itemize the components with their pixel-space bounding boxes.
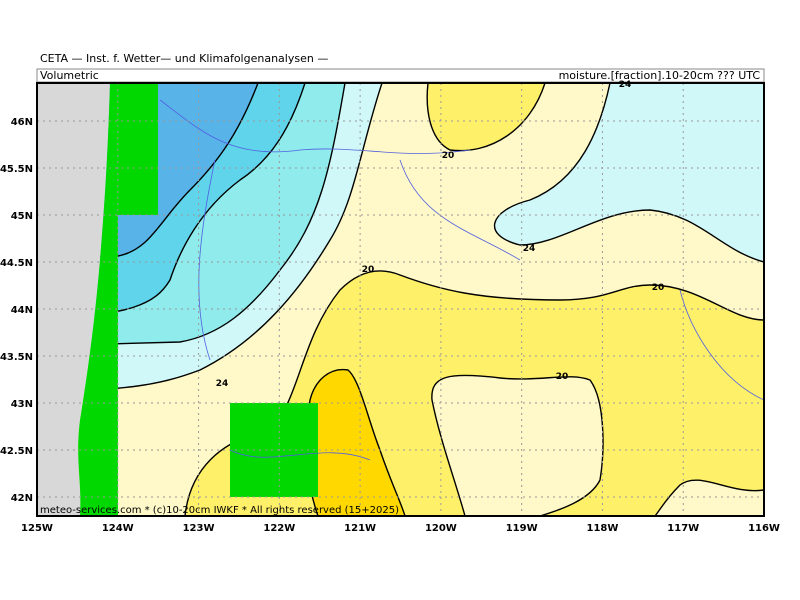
contour-label: 20 — [652, 283, 665, 293]
coast-strip — [78, 83, 118, 516]
ocean-mask — [37, 83, 110, 516]
contour-label: 24 — [216, 379, 229, 389]
map-frame — [36, 82, 765, 517]
lat-label: 42.5N — [0, 446, 33, 457]
river — [159, 99, 764, 461]
contour-label: 20 — [556, 372, 569, 382]
lat-label: 43.5N — [0, 352, 33, 363]
lat-label: 45.5N — [0, 164, 33, 175]
title: CETA — Inst. f. Wetter— und Klimafolgena… — [40, 52, 328, 65]
contour-label: 20 — [442, 151, 455, 161]
footer: meteo-services.com * (c)10-20cm IWKF * A… — [40, 505, 399, 516]
lat-label: 44N — [11, 305, 33, 316]
lon-label: 125W — [21, 523, 53, 534]
mask-block — [230, 403, 318, 497]
lon-label: 124W — [102, 523, 134, 534]
lat-label: 44.5N — [0, 258, 33, 269]
field-pale-inner — [431, 374, 604, 516]
mask-block — [118, 83, 158, 215]
lon-label: 122W — [263, 523, 295, 534]
lat-label: 42N — [11, 493, 33, 504]
lon-label: 119W — [506, 523, 538, 534]
lat-label: 45N — [11, 211, 33, 222]
lon-label: 123W — [183, 523, 215, 534]
lat-label: 46N — [11, 117, 33, 128]
grid — [37, 83, 764, 516]
contour-label: 20 — [362, 265, 375, 275]
subheader-right: moisture.[fraction].10-20cm ??? UTC — [559, 69, 761, 82]
lon-label: 121W — [344, 523, 376, 534]
map-fields — [37, 83, 764, 516]
lon-label: 116W — [748, 523, 780, 534]
lon-label: 120W — [425, 523, 457, 534]
field-cyan-ne — [493, 83, 764, 263]
subheader-left: Volumetric — [40, 69, 99, 82]
lon-label: 118W — [587, 523, 619, 534]
lat-label: 43N — [11, 399, 33, 410]
field-yellow-top — [426, 83, 546, 152]
lon-label: 117W — [667, 523, 699, 534]
contour-label: 24 — [619, 80, 632, 90]
contour-label: 24 — [523, 244, 536, 254]
